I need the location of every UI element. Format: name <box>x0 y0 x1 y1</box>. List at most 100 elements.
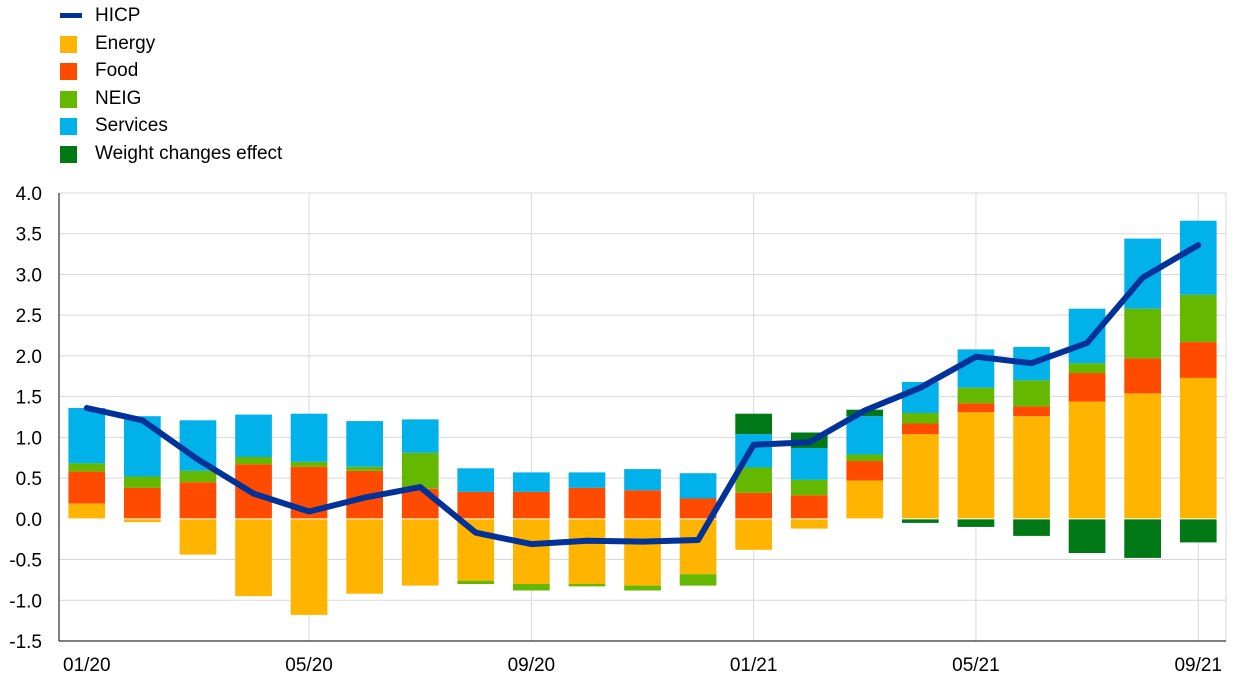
y-tick-label: -1.5 <box>9 632 42 653</box>
bar-segment-food <box>679 498 717 519</box>
bar-segment-food <box>401 488 439 519</box>
bar-segment-services <box>1179 220 1217 295</box>
hicp-line <box>83 242 1202 548</box>
bar-segment-services <box>124 416 161 477</box>
y-tick-label: -0.5 <box>9 551 42 572</box>
bar-segment-services <box>1124 238 1161 309</box>
legend-swatch-neig <box>60 90 77 108</box>
bar-segment-services <box>846 416 884 455</box>
bar-segment-food <box>1124 358 1161 394</box>
bar-segment-energy <box>124 518 161 523</box>
y-tick-label: -1.0 <box>9 591 42 612</box>
legend-line-hicp <box>60 13 82 18</box>
bar-segment-energy <box>290 518 328 615</box>
legend-label-services: Services <box>95 115 168 137</box>
bar-segment-weight-changes-effect <box>1068 518 1106 553</box>
y-tick-label: 1.0 <box>16 428 42 449</box>
bar-segment-neig <box>401 452 439 489</box>
bar-segment-weight-changes-effect <box>1013 518 1050 536</box>
bar-segment-energy <box>179 518 217 555</box>
bar-segment-services <box>790 448 828 480</box>
legend-label-hicp: HICP <box>95 5 141 26</box>
bar-segment-services <box>401 419 439 453</box>
y-tick-label: 0.0 <box>16 510 42 531</box>
bar-segment-food <box>179 482 217 519</box>
bar-segment-services <box>346 421 383 467</box>
bar-segment-services <box>679 473 717 499</box>
chart-axes: -1.5 -1.0 -0.5 0.0 0.5 1.0 1.5 2.0 2.5 3.0 3.5 4.0 0… <box>9 184 1226 676</box>
bar-segment-energy <box>790 518 828 529</box>
bar-segment-energy <box>957 412 995 519</box>
bar-segment-services <box>513 472 550 492</box>
bar-segment-weight-changes-effect <box>1124 518 1161 558</box>
y-tick-label: 3.0 <box>16 265 42 286</box>
y-tick-label: 2.5 <box>16 306 42 327</box>
bar-segment-services <box>624 469 661 491</box>
bar-segment-neig <box>1179 294 1217 342</box>
bar-segment-energy <box>902 434 939 519</box>
bar-segment-food <box>846 461 884 481</box>
bar-segment-food <box>624 490 661 519</box>
chart-line <box>83 242 1202 548</box>
bar-segment-neig <box>235 456 272 465</box>
legend-swatch-food <box>60 63 77 81</box>
bar-segment-weight-changes-effect <box>902 518 939 523</box>
bar-segment-weight-changes-effect <box>735 413 772 435</box>
bar-segment-energy <box>679 518 717 575</box>
bar-segment-food <box>1179 342 1217 378</box>
bar-segment-neig <box>1068 363 1106 373</box>
bar-segment-neig <box>846 454 884 461</box>
x-tick-label: 01/21 <box>730 655 778 676</box>
bar-segment-services <box>457 468 495 492</box>
bar-segment-neig <box>457 580 495 584</box>
bar-segment-energy <box>513 518 550 584</box>
x-tick-label: 05/21 <box>952 655 1000 676</box>
x-tick-label: 01/20 <box>63 655 111 676</box>
bar-segment-energy <box>346 518 383 594</box>
bar-segment-energy <box>1013 416 1050 519</box>
bar-segment-energy <box>568 518 606 584</box>
bar-segment-neig <box>68 463 106 472</box>
bar-segment-services <box>179 420 217 471</box>
bar-segment-services <box>235 414 272 457</box>
chart-bars <box>68 220 1217 615</box>
bar-segment-energy <box>401 518 439 586</box>
y-tick-label: 3.5 <box>16 225 42 246</box>
bar-segment-neig <box>1124 308 1161 359</box>
legend-label-food: Food <box>95 60 139 82</box>
bar-segment-energy <box>1068 401 1106 519</box>
bar-segment-neig <box>902 412 939 424</box>
bar-segment-neig <box>179 470 217 483</box>
bar-segment-food <box>513 491 550 519</box>
x-tick-label: 09/21 <box>1174 655 1222 676</box>
bar-segment-services <box>68 408 106 464</box>
legend-label-weight-changes: Weight changes effect <box>95 142 283 164</box>
y-tick-label: 2.0 <box>16 347 42 368</box>
legend-swatch-weight-changes <box>60 145 77 163</box>
bar-segment-food <box>957 403 995 413</box>
bar-segment-neig <box>624 585 661 591</box>
bar-segment-energy <box>457 518 495 581</box>
legend-label-energy: Energy <box>95 32 156 54</box>
bar-segment-neig <box>1013 380 1050 407</box>
bar-segment-food <box>124 487 161 519</box>
x-tick-label: 09/20 <box>508 655 556 676</box>
bar-segment-energy <box>735 518 772 550</box>
bar-segment-neig <box>568 584 606 587</box>
bar-segment-food <box>902 423 939 435</box>
y-tick-label: 0.5 <box>16 469 42 490</box>
x-tick-label: 05/20 <box>285 655 333 676</box>
bar-segment-neig <box>957 387 995 404</box>
bar-segment-food <box>1068 373 1106 402</box>
y-tick-label: 4.0 <box>16 184 42 205</box>
bar-segment-food <box>457 491 495 519</box>
bar-segment-neig <box>513 584 550 591</box>
bar-segment-weight-changes-effect <box>1179 518 1217 543</box>
bar-segment-energy <box>624 518 661 586</box>
bar-segment-neig <box>790 479 828 496</box>
bar-segment-energy <box>235 518 272 597</box>
bar-segment-neig <box>124 476 161 488</box>
bar-segment-neig <box>735 467 772 493</box>
bar-segment-energy <box>1124 393 1161 519</box>
